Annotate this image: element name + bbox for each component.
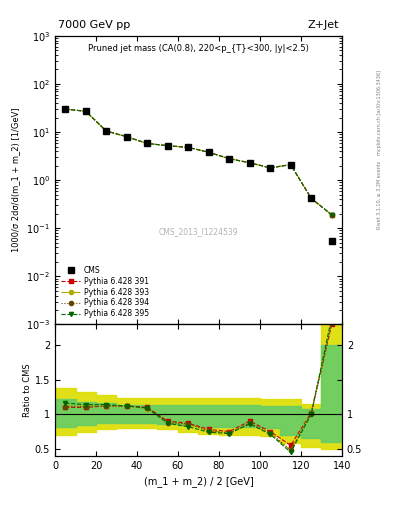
Text: Z+Jet: Z+Jet — [308, 20, 339, 30]
Pythia 6.428 393 — [125, 134, 129, 140]
Pythia 6.428 394 — [104, 128, 108, 134]
Pythia 6.428 395 — [227, 156, 231, 162]
Pythia 6.428 394 — [268, 165, 273, 171]
Pythia 6.428 395 — [206, 149, 211, 155]
Pythia 6.428 391 — [329, 212, 334, 218]
Pythia 6.428 395 — [288, 162, 293, 168]
Pythia 6.428 393 — [83, 108, 88, 114]
Pythia 6.428 395 — [186, 144, 191, 151]
Pythia 6.428 391 — [104, 128, 108, 134]
CMS — [206, 149, 211, 155]
Text: Pruned jet mass (CA(0.8), 220<p_{T}<300, |y|<2.5): Pruned jet mass (CA(0.8), 220<p_{T}<300,… — [88, 45, 309, 53]
CMS — [125, 134, 129, 140]
CMS — [104, 128, 108, 134]
Pythia 6.428 393 — [104, 128, 108, 134]
Pythia 6.428 393 — [288, 162, 293, 168]
CMS — [186, 144, 191, 151]
Pythia 6.428 395 — [165, 143, 170, 149]
Pythia 6.428 391 — [125, 134, 129, 140]
Pythia 6.428 391 — [145, 140, 150, 146]
CMS — [83, 108, 88, 114]
Pythia 6.428 395 — [329, 212, 334, 218]
Legend: CMS, Pythia 6.428 391, Pythia 6.428 393, Pythia 6.428 394, Pythia 6.428 395: CMS, Pythia 6.428 391, Pythia 6.428 393,… — [59, 264, 151, 321]
Pythia 6.428 395 — [104, 128, 108, 134]
Pythia 6.428 393 — [63, 106, 68, 112]
Pythia 6.428 393 — [309, 195, 314, 201]
Pythia 6.428 393 — [227, 156, 231, 162]
Text: mcplots.cern.ch [arXiv:1306.3436]: mcplots.cern.ch [arXiv:1306.3436] — [377, 70, 382, 155]
Pythia 6.428 395 — [83, 108, 88, 114]
Pythia 6.428 391 — [63, 106, 68, 112]
Y-axis label: Ratio to CMS: Ratio to CMS — [23, 364, 32, 417]
CMS — [247, 160, 252, 166]
Pythia 6.428 394 — [83, 108, 88, 114]
CMS — [227, 156, 231, 162]
Pythia 6.428 394 — [63, 106, 68, 112]
Pythia 6.428 394 — [186, 144, 191, 151]
CMS — [165, 143, 170, 149]
Pythia 6.428 391 — [186, 144, 191, 151]
Pythia 6.428 393 — [145, 140, 150, 146]
Pythia 6.428 391 — [165, 143, 170, 149]
Pythia 6.428 391 — [83, 108, 88, 114]
CMS — [329, 238, 334, 244]
Pythia 6.428 394 — [125, 134, 129, 140]
Pythia 6.428 391 — [247, 160, 252, 166]
Text: 7000 GeV pp: 7000 GeV pp — [58, 20, 130, 30]
Pythia 6.428 393 — [247, 160, 252, 166]
CMS — [309, 195, 314, 201]
CMS — [268, 165, 273, 171]
Pythia 6.428 394 — [309, 195, 314, 201]
Pythia 6.428 394 — [227, 156, 231, 162]
Pythia 6.428 394 — [247, 160, 252, 166]
Pythia 6.428 391 — [206, 149, 211, 155]
Line: CMS: CMS — [62, 106, 334, 244]
Pythia 6.428 395 — [63, 106, 68, 112]
Pythia 6.428 395 — [268, 165, 273, 171]
Y-axis label: 1000/σ 2dσ/d(m_1 + m_2) [1/GeV]: 1000/σ 2dσ/d(m_1 + m_2) [1/GeV] — [11, 108, 20, 252]
Pythia 6.428 394 — [145, 140, 150, 146]
Pythia 6.428 391 — [227, 156, 231, 162]
Pythia 6.428 394 — [329, 212, 334, 218]
Pythia 6.428 394 — [288, 162, 293, 168]
Pythia 6.428 393 — [186, 144, 191, 151]
Pythia 6.428 393 — [206, 149, 211, 155]
Pythia 6.428 395 — [145, 140, 150, 146]
Pythia 6.428 394 — [165, 143, 170, 149]
Line: Pythia 6.428 391: Pythia 6.428 391 — [63, 107, 334, 217]
Pythia 6.428 395 — [125, 134, 129, 140]
Pythia 6.428 391 — [309, 195, 314, 201]
X-axis label: (m_1 + m_2) / 2 [GeV]: (m_1 + m_2) / 2 [GeV] — [143, 476, 253, 487]
Line: Pythia 6.428 394: Pythia 6.428 394 — [63, 107, 334, 217]
Pythia 6.428 391 — [268, 165, 273, 171]
Line: Pythia 6.428 393: Pythia 6.428 393 — [63, 107, 334, 217]
Pythia 6.428 393 — [165, 143, 170, 149]
Pythia 6.428 394 — [206, 149, 211, 155]
Line: Pythia 6.428 395: Pythia 6.428 395 — [63, 107, 334, 217]
Pythia 6.428 393 — [268, 165, 273, 171]
Pythia 6.428 395 — [247, 160, 252, 166]
Pythia 6.428 393 — [329, 212, 334, 218]
CMS — [63, 106, 68, 112]
CMS — [288, 162, 293, 168]
CMS — [145, 140, 150, 146]
Text: Rivet 3.1.10, ≥ 3.2M events: Rivet 3.1.10, ≥ 3.2M events — [377, 160, 382, 229]
Pythia 6.428 395 — [309, 195, 314, 201]
Text: CMS_2013_I1224539: CMS_2013_I1224539 — [159, 228, 238, 237]
Pythia 6.428 391 — [288, 162, 293, 168]
